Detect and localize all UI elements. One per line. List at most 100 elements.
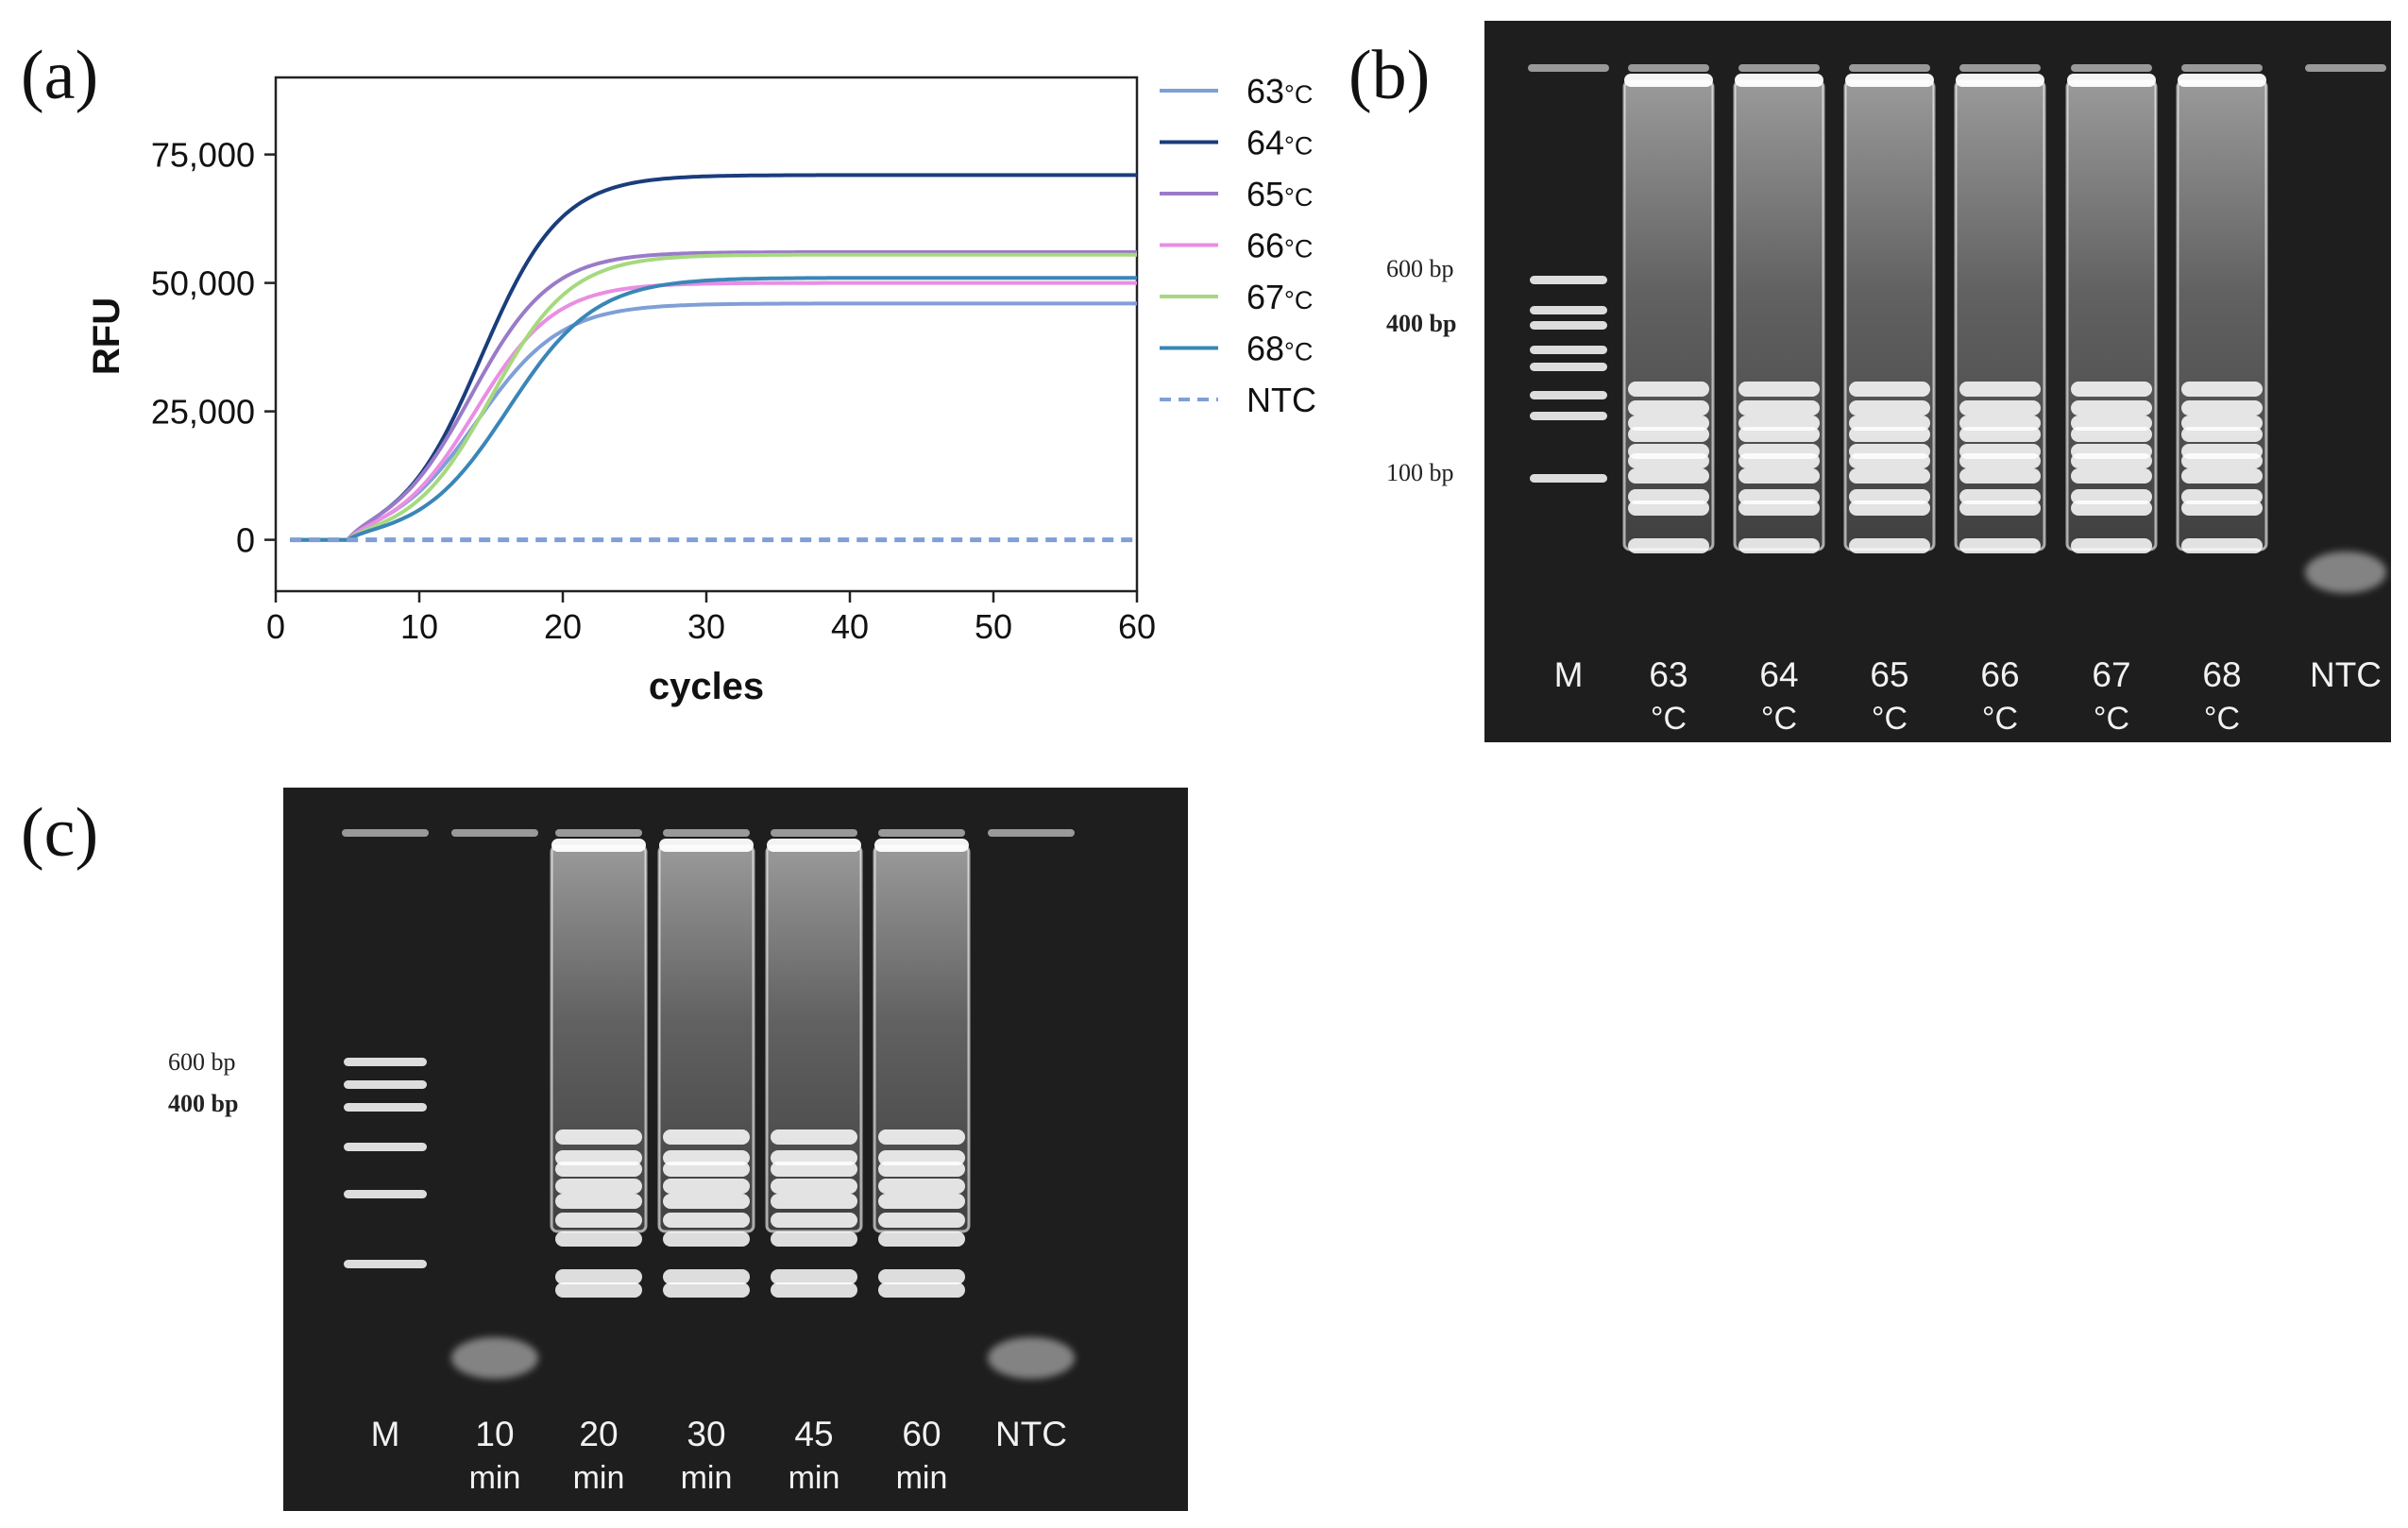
product-band [663,1231,750,1247]
x-tick-label: 50 [975,607,1012,646]
product-band [2071,453,2152,468]
product-band [2071,400,2152,416]
product-band [2071,382,2152,397]
gel-image-time: M 10 min 20 min 30 min 45 min 60 min NTC [283,788,1188,1511]
product-band [663,1213,750,1228]
gel-b-lane-label: NTC [2294,654,2391,697]
product-band [1849,400,1930,416]
gel-c-lane-label: M [333,1413,437,1456]
product-band [1959,382,2041,397]
legend-unit: °C [1284,338,1313,366]
product-band [771,1282,857,1298]
loading-band [874,839,969,852]
gel-b-lane-label: 68 °C [2170,654,2274,740]
product-band [1738,468,1820,484]
well [878,829,965,837]
panel-label-c: (c) [21,794,99,872]
product-band [1849,427,1930,442]
well [2071,64,2152,72]
product-band [663,1269,750,1284]
marker-band [1530,321,1607,330]
product-band [1959,538,2041,553]
product-band [555,1213,642,1228]
well [1959,64,2041,72]
gel-c-lane-label: 60 min [870,1413,974,1500]
product-band [555,1129,642,1145]
product-band [2181,382,2263,397]
y-axis-ticks: 0 25,000 50,000 75,000 [151,136,276,560]
series-lines [290,173,1137,543]
product-band [555,1179,642,1194]
series-line-64 [290,173,1137,542]
well [988,829,1075,837]
lane-label-main: 68 [2202,655,2242,694]
product-band [771,1179,857,1194]
product-band [771,1269,857,1284]
lane-label-main: NTC [994,1415,1068,1453]
product-band [1738,453,1820,468]
product-band [1738,382,1820,397]
primer-dimer [988,1337,1075,1379]
product-band [555,1162,642,1177]
marker-band [1530,346,1607,354]
y-tick-label: 75,000 [151,136,255,175]
loading-band [2178,74,2266,87]
marker-band [1530,391,1607,399]
legend-label-ntc: NTC [1246,381,1316,419]
lane-label-unit: °C [2203,701,2241,737]
product-band [663,1179,750,1194]
marker-band [1530,276,1607,284]
panel-label-a: (a) [21,37,99,114]
legend-label-67: 67°C [1246,278,1313,316]
lane-label-main: M [1553,655,1584,694]
product-band [2181,453,2263,468]
legend-name: 67 [1246,278,1284,316]
product-band [878,1213,965,1228]
gel-b-lane-label: 67 °C [2060,654,2163,740]
well [2181,64,2263,72]
loading-band [1624,74,1713,87]
lane-label-main: NTC [2309,655,2383,694]
lane-label-main: 64 [1759,655,1799,694]
marker-band [1530,306,1607,314]
gel-image-temperature: M 63 °C 64 °C 65 °C 66 °C 67 °C 68 °C NTC [1484,21,2391,742]
product-band [663,1282,750,1298]
loading-band [659,839,754,852]
x-tick-label: 10 [400,607,438,646]
gel-b-lane-label: 65 °C [1838,654,1942,740]
legend-unit: °C [1284,80,1313,109]
product-band [2181,427,2263,442]
product-band [1959,501,2041,516]
product-band [1849,501,1930,516]
product-band [878,1162,965,1177]
series-line-68 [290,276,1137,542]
gel-b-lane-label: M [1517,654,1620,697]
lane-label-main: 20 [579,1415,619,1453]
lane-label-unit: °C [2093,701,2130,737]
lane-label-unit: min [572,1460,625,1496]
lane-label-main: M [370,1415,400,1453]
product-band [878,1129,965,1145]
x-tick-label: 0 [266,607,285,646]
product-band [771,1162,857,1177]
product-band [555,1282,642,1298]
product-band [1849,538,1930,553]
product-band [878,1231,965,1247]
product-band [771,1231,857,1247]
lane-label-unit: °C [1650,701,1687,737]
lane-label-unit: min [788,1460,840,1496]
product-band [1959,427,2041,442]
product-band [1738,427,1820,442]
product-band [1738,538,1820,553]
loading-band [1735,74,1823,87]
product-band [1738,400,1820,416]
legend-label-64: 64°C [1246,124,1313,162]
y-tick-label: 50,000 [151,264,255,303]
lane-label-main: 60 [902,1415,941,1453]
well [1849,64,1930,72]
well [663,829,750,837]
gel-b-lane-label: 66 °C [1948,654,2052,740]
legend-name: 64 [1246,124,1284,162]
legend-label-66: 66°C [1246,227,1313,265]
